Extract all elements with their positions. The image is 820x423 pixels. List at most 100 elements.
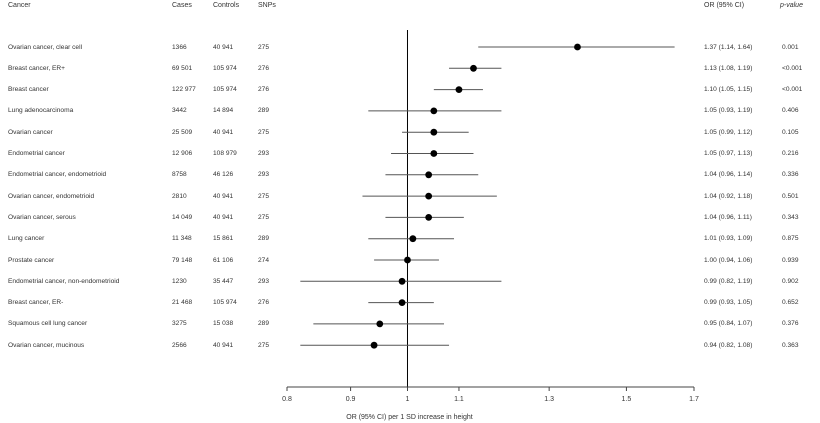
cell-cancer: Prostate cancer	[8, 256, 55, 264]
point-estimate	[425, 214, 433, 221]
cell-cases: 8758	[172, 171, 187, 179]
cell-p-value: 0.902	[782, 277, 799, 285]
cell-or-ci: 1.37 (1.14, 1.64)	[704, 43, 753, 51]
cell-or-ci: 1.05 (0.97, 1.13)	[704, 150, 753, 157]
cell-snps: 275	[258, 213, 270, 221]
cell-snps: 276	[258, 86, 270, 94]
cell-or-ci: 1.05 (0.93, 1.19)	[704, 107, 753, 115]
cell-p-value: 0.652	[782, 299, 799, 307]
cell-snps: 293	[258, 150, 270, 157]
cell-or-ci: 0.99 (0.93, 1.05)	[704, 299, 753, 307]
cell-controls: 108 979	[213, 150, 237, 157]
cell-controls: 40 941	[213, 43, 234, 51]
cell-cancer: Breast cancer, ER+	[8, 64, 65, 72]
cell-snps: 276	[258, 299, 270, 307]
cell-cancer: Ovarian cancer	[8, 128, 53, 136]
point-estimate	[430, 128, 438, 136]
cell-or-ci: 1.05 (0.99, 1.12)	[704, 128, 753, 136]
cell-snps: 275	[258, 341, 270, 349]
cell-p-value: 0.376	[782, 320, 799, 328]
point-estimate	[404, 256, 411, 264]
header-cancer: Cancer	[8, 2, 31, 9]
cell-cases: 2810	[172, 192, 187, 200]
cell-or-ci: 1.04 (0.96, 1.14)	[704, 171, 753, 179]
x-tick-label: 1.1	[454, 396, 464, 403]
cell-controls: 14 894	[213, 107, 234, 115]
cell-p-value: 0.001	[782, 43, 799, 51]
cell-cancer: Lung cancer	[8, 235, 45, 243]
point-estimate	[370, 341, 378, 349]
cell-controls: 15 861	[213, 235, 234, 243]
cell-cancer: Endometrial cancer	[8, 150, 65, 157]
cell-cancer: Ovarian cancer, clear cell	[8, 43, 83, 51]
cell-cases: 79 148	[172, 256, 193, 264]
cell-cancer: Squamous cell lung cancer	[8, 320, 88, 328]
x-axis-label: OR (95% CI) per 1 SD increase in height	[346, 414, 472, 421]
cell-controls: 40 941	[213, 213, 234, 221]
cell-snps: 289	[258, 320, 270, 328]
cell-p-value: 0.406	[782, 107, 799, 115]
cell-snps: 276	[258, 64, 270, 72]
cell-controls: 35 447	[213, 277, 234, 285]
cell-p-value: 0.501	[782, 192, 799, 200]
point-estimate	[470, 64, 477, 72]
cell-controls: 105 974	[213, 64, 237, 72]
cell-cases: 3275	[172, 320, 187, 328]
header-snps: SNPs	[258, 2, 276, 9]
point-estimate	[574, 43, 581, 51]
point-estimate	[455, 86, 463, 93]
cell-or-ci: 1.04 (0.92, 1.18)	[704, 192, 753, 200]
cell-cancer: Ovarian cancer, endometrioid	[8, 192, 95, 200]
cell-cases: 21 468	[172, 299, 193, 307]
cell-cases: 1230	[172, 277, 187, 285]
cell-cancer: Breast cancer	[8, 86, 49, 94]
cell-cancer: Endometrial cancer, non-endometrioid	[8, 277, 120, 285]
cell-p-value: 0.343	[782, 213, 799, 221]
cell-p-value: 0.939	[782, 256, 799, 264]
cell-snps: 275	[258, 128, 270, 136]
cell-cases: 69 501	[172, 64, 193, 72]
header-p-value: p-value	[780, 2, 803, 9]
cell-cancer: Lung adenocarcinoma	[8, 107, 74, 115]
cell-cases: 25 509	[172, 128, 193, 136]
cell-p-value: <0.001	[782, 64, 803, 72]
cell-or-ci: 1.10 (1.05, 1.15)	[704, 86, 753, 94]
cell-p-value: 0.875	[782, 235, 799, 243]
cell-cases: 3442	[172, 107, 187, 115]
cell-snps: 293	[258, 277, 270, 285]
cell-controls: 40 941	[213, 192, 234, 200]
cell-controls: 40 941	[213, 128, 234, 136]
x-tick-label: 1.7	[689, 396, 699, 403]
cell-snps: 275	[258, 43, 270, 51]
cell-or-ci: 0.99 (0.82, 1.19)	[704, 277, 753, 285]
x-tick-label: 0.9	[346, 396, 356, 403]
cell-cases: 11 348	[172, 235, 192, 243]
cell-p-value: <0.001	[782, 86, 803, 94]
cell-p-value: 0.105	[782, 128, 799, 136]
point-estimate	[398, 277, 406, 285]
cell-or-ci: 0.94 (0.82, 1.08)	[704, 341, 753, 349]
cell-cases: 1366	[172, 43, 187, 51]
cell-cancer: Endometrial cancer, endometrioid	[8, 171, 107, 179]
cell-p-value: 0.336	[782, 171, 799, 179]
cell-cases: 2566	[172, 341, 187, 349]
header-controls: Controls	[213, 2, 240, 9]
point-estimate	[398, 299, 406, 306]
point-estimate	[425, 171, 433, 179]
header-cases: Cases	[172, 2, 192, 9]
x-tick-label: 1.5	[622, 396, 632, 403]
cell-cases: 122 977	[172, 86, 196, 94]
cell-snps: 293	[258, 171, 270, 179]
cell-controls: 46 126	[213, 171, 234, 179]
x-tick-label: 1	[406, 396, 410, 403]
cell-snps: 289	[258, 107, 270, 115]
cell-cancer: Breast cancer, ER-	[8, 299, 64, 307]
cell-snps: 274	[258, 256, 270, 264]
cell-or-ci: 1.00 (0.94, 1.06)	[704, 256, 753, 264]
cell-p-value: 0.216	[782, 150, 799, 157]
cell-snps: 289	[258, 235, 270, 243]
cell-controls: 40 941	[213, 341, 234, 349]
point-estimate	[430, 150, 438, 157]
cell-or-ci: 1.01 (0.93, 1.09)	[704, 235, 753, 243]
cell-controls: 61 106	[213, 256, 234, 264]
